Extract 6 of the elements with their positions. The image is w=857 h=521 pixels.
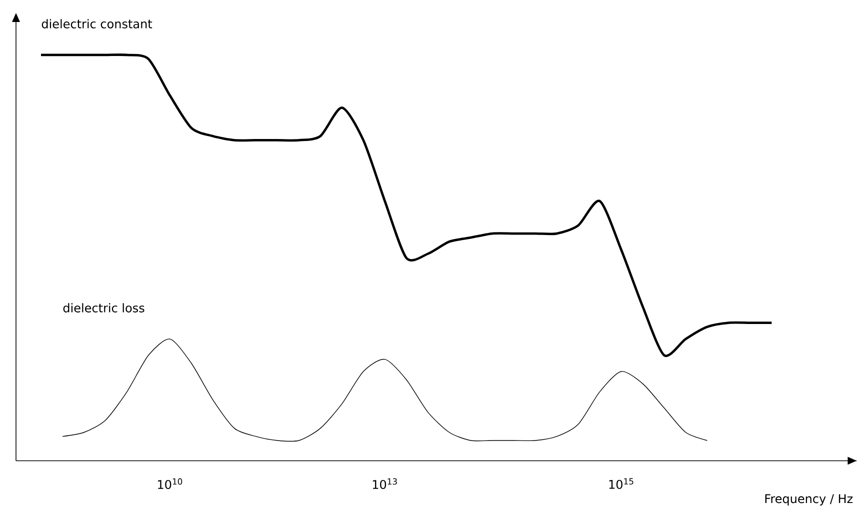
x-tick-label: 10$^{15}$ [609, 478, 634, 490]
x-tick-label: 10$^{13}$ [372, 478, 397, 490]
x-axis-title: Frequency / Hz [765, 494, 853, 506]
text: dielectric loss [63, 303, 144, 313]
x-tick-label: 10$^{10}$ [158, 478, 182, 490]
legend-label: dielectric constant [42, 19, 152, 29]
